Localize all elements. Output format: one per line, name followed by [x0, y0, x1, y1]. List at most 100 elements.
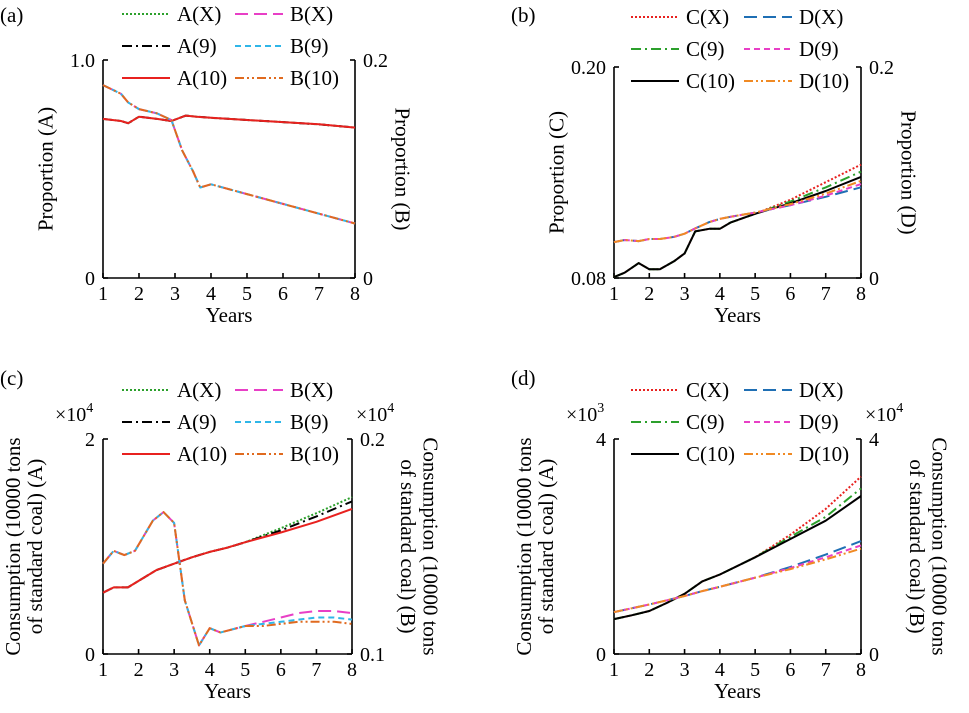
- x-tick-label: 6: [276, 659, 286, 681]
- series-line-b9: [102, 511, 353, 647]
- series-line-ax: [102, 496, 353, 594]
- right-y-axis-title: Proportion (D): [897, 110, 921, 234]
- panel-a: 1 2 3 4 5 6 7 8 Years 0 1.0 0 0.2 Proportion (A) Propo…: [0, 2, 415, 327]
- right-y-tick-label: 0: [869, 268, 879, 290]
- right-y-tick-label: 0.2: [360, 429, 385, 451]
- x-axis-title: Years: [714, 679, 761, 703]
- right-y-axis-title-line: Consumption (10000 tons: [418, 437, 442, 655]
- x-tick-label: 2: [644, 659, 654, 681]
- legend-entry: D(9): [799, 37, 839, 61]
- left-multiplier-exponent: 3: [597, 401, 604, 416]
- x-tick-label: 3: [680, 283, 690, 305]
- x-tick-label: 2: [134, 659, 144, 681]
- series-line-c10: [613, 175, 862, 279]
- x-axis-title: Years: [204, 679, 251, 703]
- right-y-axis-title-line: of standard coal) (B): [396, 459, 420, 633]
- series-line-a10: [102, 507, 353, 594]
- legend-entry: D(10): [799, 69, 849, 93]
- x-tick-label: 6: [785, 283, 795, 305]
- x-tick-label: 7: [821, 659, 831, 681]
- left-y-tick-label: 0: [596, 644, 606, 666]
- legend-entry: D(10): [799, 442, 849, 466]
- right-multiplier-base: ×10: [356, 404, 387, 426]
- right-multiplier: ×104: [356, 401, 394, 426]
- panel-label: (a): [0, 3, 23, 27]
- legend-entry: A(X): [177, 378, 221, 402]
- right-y-axis-title-line: Consumption (10000 tons: [927, 437, 951, 655]
- left-multiplier-base: ×10: [566, 404, 597, 426]
- x-axis-title: Years: [206, 303, 253, 327]
- legend-entry: D(X): [799, 378, 843, 402]
- series-line-d9: [613, 183, 862, 244]
- left-y-axis-title: Proportion (A): [33, 107, 57, 231]
- right-multiplier: ×104: [865, 401, 903, 426]
- legend-entry: B(9): [290, 410, 329, 434]
- legend: A(X) B(X) A(9) B(9) A(10) B(10): [122, 378, 339, 466]
- x-tick-label: 1: [609, 659, 619, 681]
- legend-entry: B(10): [290, 442, 339, 466]
- left-y-axis-title-line: Consumption (10000 tons: [1, 437, 25, 655]
- x-tick-label: 5: [750, 283, 760, 305]
- x-tick-label: 7: [311, 659, 321, 681]
- legend-entry: A(10): [177, 66, 227, 90]
- x-tick-label: 7: [314, 283, 324, 305]
- x-tick-label: 6: [785, 659, 795, 681]
- series-line-d10: [613, 547, 862, 614]
- series-line-bx: [102, 511, 353, 647]
- x-tick-label: 4: [206, 283, 216, 305]
- right-y-axis-title-line: Proportion (B): [391, 107, 415, 230]
- legend-entry: A(X): [177, 2, 221, 26]
- left-y-axis-title: Proportion (C): [544, 111, 568, 234]
- series-line-a10: [102, 114, 356, 129]
- left-y-axis-title-line: Proportion (C): [544, 111, 568, 234]
- left-y-axis-title-line: of standard coal) (A): [23, 459, 47, 635]
- right-multiplier-exponent: 4: [896, 401, 903, 416]
- left-y-tick-label: 4: [596, 429, 606, 451]
- legend-entry: A(10): [177, 442, 227, 466]
- panel-label: (d): [511, 366, 536, 390]
- series-line-b10: [102, 84, 356, 225]
- x-tick-label: 8: [347, 659, 357, 681]
- x-tick-label: 5: [240, 659, 250, 681]
- x-tick-label: 1: [609, 283, 619, 305]
- legend: A(X) B(X) A(9) B(9) A(10) B(10): [122, 2, 339, 90]
- legend-entry: B(10): [290, 66, 339, 90]
- series-line-cx: [613, 475, 862, 621]
- legend-entry: C(X): [686, 378, 729, 402]
- legend-entry: B(X): [290, 2, 333, 26]
- series-line-c9: [613, 487, 862, 621]
- series-line-b10: [102, 511, 353, 647]
- right-y-axis-title: Proportion (B): [391, 107, 415, 230]
- left-y-tick-label: 0: [85, 644, 95, 666]
- left-y-tick-label: 0.08: [571, 268, 606, 290]
- left-y-axis-title: Consumption (10000 tonsof standard coal)…: [1, 437, 47, 655]
- x-tick-label: 3: [170, 283, 180, 305]
- legend-entry: B(9): [290, 34, 329, 58]
- left-y-axis-title: Consumption (10000 tonsof standard coal)…: [512, 437, 558, 655]
- series-line-bx: [102, 84, 356, 225]
- legend-entry: D(X): [799, 5, 843, 29]
- x-tick-label: 3: [169, 659, 179, 681]
- right-y-tick-label: 0.1: [360, 644, 385, 666]
- x-tick-label: 5: [750, 659, 760, 681]
- x-axis-title: Years: [714, 303, 761, 327]
- legend-entry: C(9): [686, 37, 725, 61]
- legend: C(X) D(X) C(9) D(9) C(10) D(10): [631, 5, 849, 93]
- left-y-tick-label: 1.0: [70, 50, 95, 72]
- legend-entry: A(9): [177, 34, 217, 58]
- x-tick-label: 7: [821, 283, 831, 305]
- left-y-axis-title-line: Proportion (A): [33, 107, 57, 231]
- right-multiplier-exponent: 4: [387, 401, 394, 416]
- x-tick-label: 3: [680, 659, 690, 681]
- left-multiplier-exponent: 4: [86, 401, 93, 416]
- left-multiplier: ×104: [55, 401, 93, 426]
- panel-label: (c): [0, 366, 23, 390]
- legend-entry: D(9): [799, 410, 839, 434]
- series-line-c9: [613, 170, 862, 279]
- right-y-axis-title-line: Proportion (D): [897, 110, 921, 234]
- left-y-tick-label: 0: [85, 268, 95, 290]
- legend-entry: A(9): [177, 410, 217, 434]
- legend-entry: C(10): [686, 442, 735, 466]
